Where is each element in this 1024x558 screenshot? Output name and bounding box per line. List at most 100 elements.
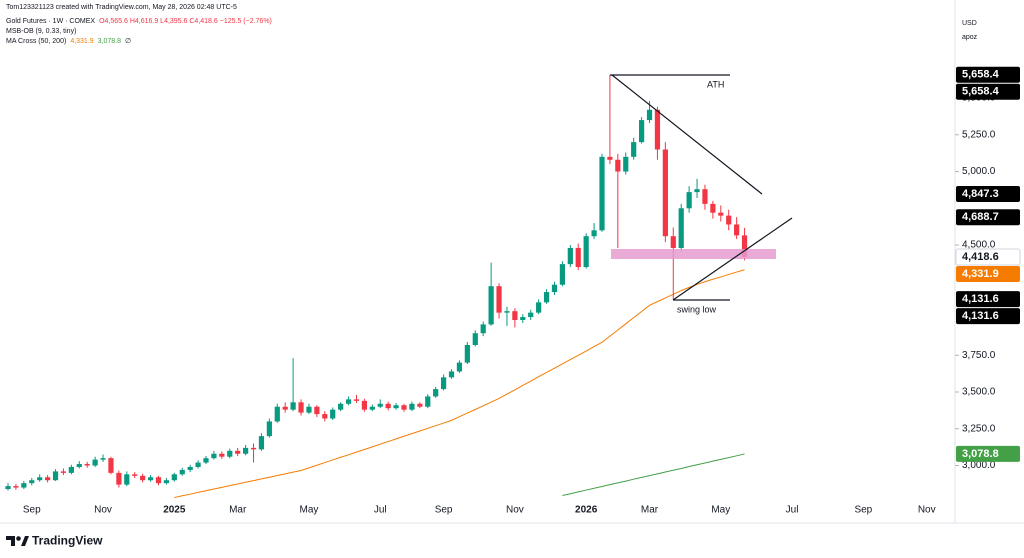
candle-body <box>306 406 312 413</box>
price-tag-label: 4,331.9 <box>962 268 999 280</box>
candle-body <box>393 405 399 409</box>
candle-body <box>353 399 360 401</box>
moving-average-line <box>174 269 745 499</box>
annotation: swing low <box>677 304 717 314</box>
price-tag <box>956 83 1020 100</box>
candle-body <box>670 236 676 248</box>
candle-body <box>646 109 653 121</box>
x-tick-label: Nov <box>94 505 112 516</box>
logo-icon <box>6 536 15 546</box>
candle-body <box>448 371 455 378</box>
candle-body <box>314 406 320 415</box>
candle-body <box>599 156 605 231</box>
candle-body <box>623 156 629 172</box>
candle-body <box>68 466 74 473</box>
candle-body <box>702 189 708 204</box>
candle-body <box>686 192 692 209</box>
price-tag-label: 5,658.4 <box>962 69 1000 81</box>
price-tag <box>955 248 1021 266</box>
price-tag <box>956 265 1020 282</box>
plot: Sep Nov 2025 Mar May Jul Sep Nov 2026 Mar May Jul Se… <box>5 74 936 516</box>
candle-body <box>639 120 645 143</box>
candle-body <box>100 458 106 460</box>
candle-body <box>726 215 732 225</box>
x-tick-label: Mar <box>641 505 659 516</box>
candle-body <box>258 436 265 450</box>
y-tick-label: 3,500.0 <box>962 387 996 398</box>
y-tick-label: 5,000.0 <box>962 166 996 177</box>
candle-body <box>147 477 154 481</box>
candle-body <box>678 208 684 248</box>
indicator-readout: 4,331.9 <box>70 38 94 45</box>
candle-body <box>179 469 185 475</box>
price-tag <box>956 445 1020 462</box>
price-tag <box>956 291 1020 308</box>
candle-body <box>298 402 304 413</box>
brand-logo: TradingView <box>6 534 103 548</box>
candle-body <box>219 453 225 457</box>
candle-body <box>575 247 581 268</box>
candle-body <box>528 312 534 318</box>
candle-body <box>243 447 249 454</box>
price-tag <box>956 66 1020 83</box>
scale-label: apoz <box>962 34 978 41</box>
candle-body <box>520 317 526 320</box>
candle-body <box>631 142 637 157</box>
candle-body <box>163 480 169 484</box>
zone-rectangle <box>611 249 776 259</box>
candle-body <box>591 230 597 237</box>
candle-body <box>662 149 668 237</box>
candle-body <box>496 286 502 313</box>
candle-body <box>654 109 661 150</box>
candle-body <box>171 474 177 481</box>
x-tick-label: Jul <box>786 505 799 516</box>
price-tag-label: 4,131.6 <box>962 293 999 305</box>
indicator-name: MA Cross (50, 200) <box>6 38 67 45</box>
candle-body <box>456 362 463 372</box>
price-tag-label: 5,658.4 <box>962 86 1000 98</box>
price-tag-label: 4,418.6 <box>962 251 999 263</box>
symbol: Gold Futures · 1W · COMEX <box>6 18 96 25</box>
indicator-name: MSB-OB (9, 0.33, tiny) <box>6 28 77 35</box>
indicator-readout: ∅ <box>125 38 132 45</box>
candle-body <box>227 450 233 457</box>
drawings: ATH swing low <box>610 74 793 314</box>
candle-body <box>718 212 724 216</box>
price-tag-label: 3,078.8 <box>962 448 999 460</box>
price-tag-label: 4,847.3 <box>962 188 999 200</box>
upper-trendline <box>611 74 763 195</box>
candle-body <box>615 159 621 172</box>
logo-icon <box>16 536 21 541</box>
y-tick-label: 4,500.0 <box>962 240 996 251</box>
indicator-line: MA Cross (50, 200) 4,331.9 3,078.8 ∅ <box>6 37 135 46</box>
moving-average-line <box>562 453 745 496</box>
candle-body <box>472 333 478 345</box>
credit-line: Tom123321123 created with TradingView.co… <box>6 3 241 12</box>
price-axis: USD apoz 3,000.0 3,250.0 3,500.0 3,750.0 4,5… <box>955 20 1021 471</box>
x-tick-label: Jul <box>374 505 387 516</box>
candle-body <box>401 405 407 410</box>
candle-body <box>409 403 415 410</box>
candle-body <box>21 483 27 488</box>
candle-body <box>559 264 565 285</box>
candle-body <box>710 203 716 213</box>
candle-body <box>203 458 209 463</box>
candle-body <box>536 302 542 313</box>
candle-body <box>29 480 35 484</box>
x-tick-label: Sep <box>23 505 41 516</box>
x-tick-label: Mar <box>229 505 247 516</box>
x-tick-label: 2026 <box>575 505 598 516</box>
candle-body <box>45 477 51 481</box>
candle-body <box>60 471 67 473</box>
price-tag-label: 4,131.6 <box>962 310 999 322</box>
price-tag-label: 4,688.7 <box>962 211 999 223</box>
candle-body <box>266 421 272 437</box>
candle-body <box>5 486 11 490</box>
currency-label: USD <box>962 20 977 27</box>
candle-body <box>330 409 336 419</box>
candle-body <box>140 475 146 481</box>
candle-body <box>551 284 558 293</box>
price-tag <box>956 209 1020 226</box>
price-tag <box>956 185 1020 202</box>
